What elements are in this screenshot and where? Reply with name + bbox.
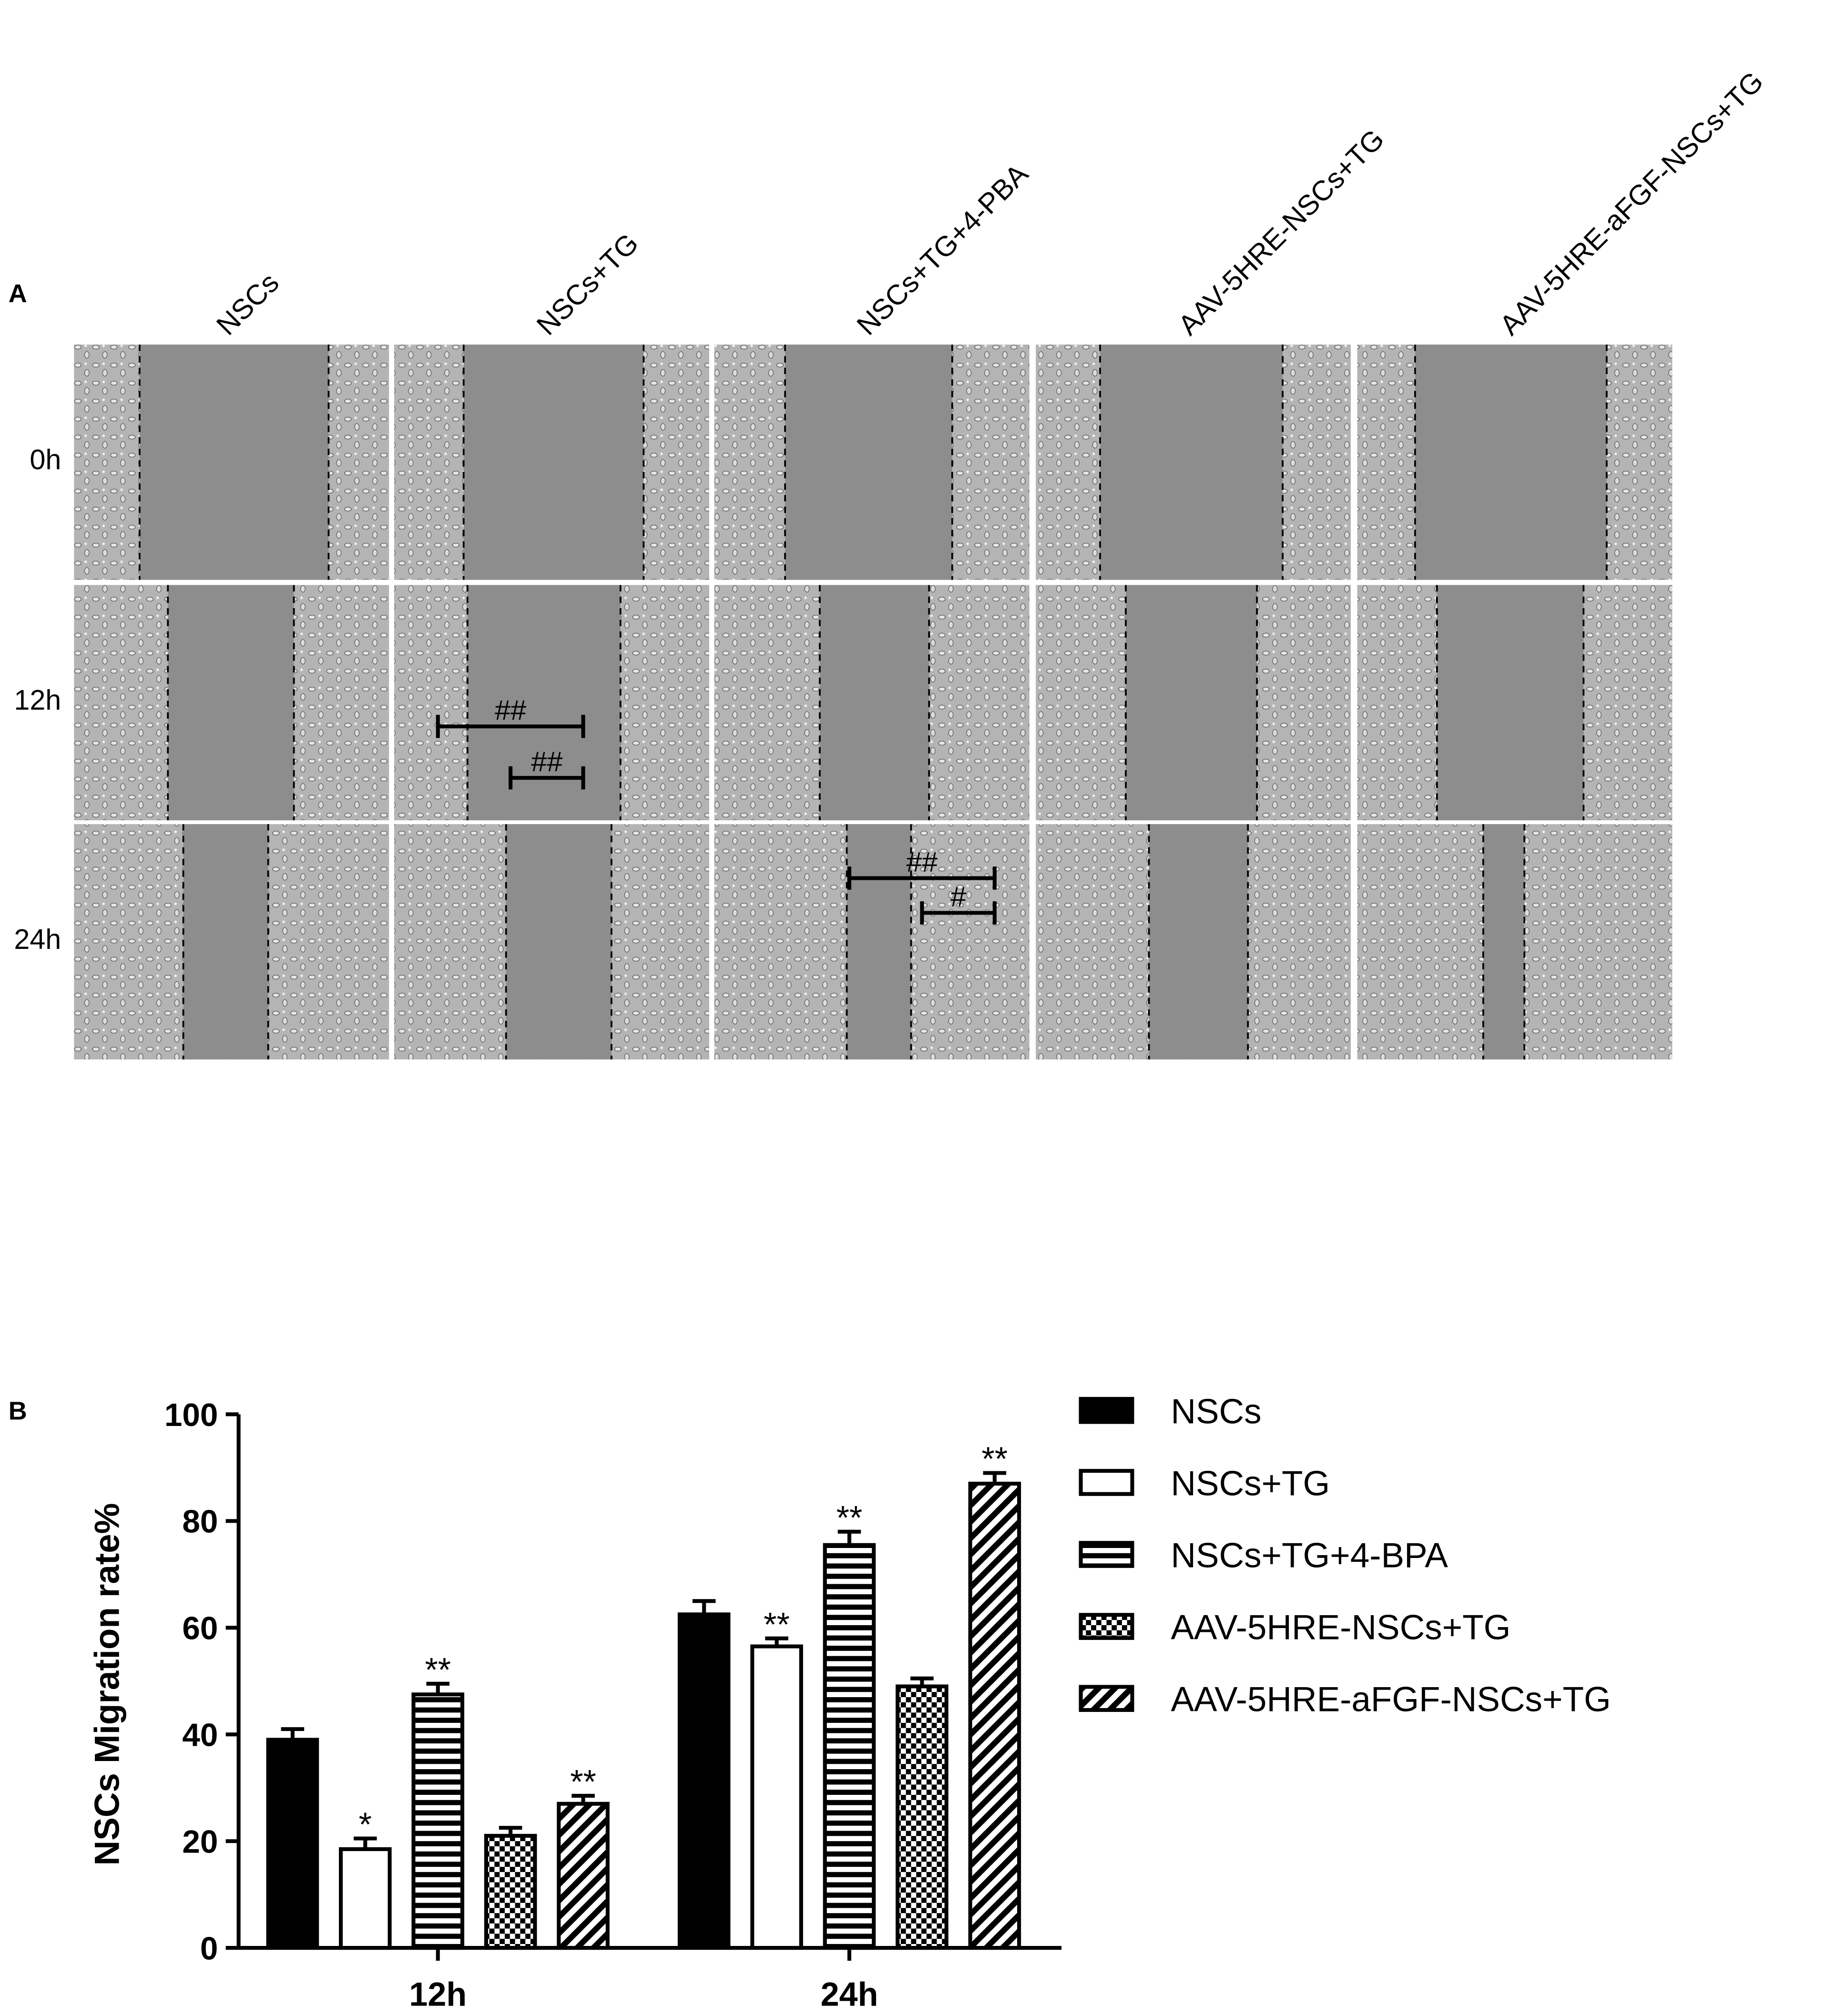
scratch-gap (785, 344, 952, 580)
legend-swatch (1079, 1469, 1134, 1496)
legend-label: AAV-5HRE-aFGF-NSCs+TG (1171, 1680, 1611, 1719)
panel-label: B (9, 1396, 27, 1425)
bracket-label: ## (906, 846, 938, 878)
column-label: NSCs (210, 266, 285, 341)
scratch-gap (846, 824, 911, 1059)
scratch-gap (1100, 344, 1283, 580)
chart: 02040608010012h*****####24h******###NSCs… (164, 694, 1611, 2013)
significance-star: ** (982, 1440, 1008, 1477)
row-label: 12h (14, 684, 61, 716)
legend-label: NSCs+TG (1171, 1464, 1330, 1503)
legend-label: NSCs (1171, 1392, 1261, 1431)
bar (968, 1481, 1021, 1950)
bracket-label: # (950, 881, 966, 913)
scratch-gap (1483, 824, 1525, 1059)
legend-label: NSCs+TG+4-BPA (1171, 1537, 1448, 1575)
bar (750, 1644, 803, 1950)
legend-swatch (1079, 1541, 1134, 1568)
bar (266, 1738, 319, 1950)
column-label: NSCs+TG (530, 227, 645, 341)
y-tick-label: 20 (182, 1824, 218, 1860)
bar (896, 1684, 948, 1950)
scratch-gap (467, 585, 621, 821)
bracket-label: ## (495, 694, 526, 726)
legend-label: AAV-5HRE-NSCs+TG (1171, 1609, 1510, 1647)
bar (557, 1802, 610, 1950)
legend-swatch (1079, 1613, 1134, 1640)
row-label: 24h (14, 923, 61, 955)
significance-star: ** (425, 1651, 451, 1688)
scratch-gap (1126, 585, 1257, 821)
scratch-gap (463, 344, 644, 580)
significance-star: ** (836, 1499, 863, 1536)
y-tick-label: 0 (200, 1931, 218, 1966)
legend-swatch (1079, 1685, 1134, 1712)
significance-star: ** (570, 1763, 596, 1801)
scratch-gap (183, 824, 268, 1059)
row-label: 0h (30, 444, 61, 476)
x-tick-label: 12h (409, 1975, 467, 2013)
scratch-gap (1437, 585, 1584, 821)
scratch-gap (506, 824, 612, 1059)
bracket-label: ## (531, 746, 562, 778)
y-axis-label: NSCs Migration rate% (88, 1503, 127, 1866)
significance-star: * (359, 1806, 372, 1843)
y-tick-label: 60 (182, 1611, 218, 1647)
column-label: AAV-5HRE-NSCs+TG (1172, 123, 1390, 341)
x-tick-label: 24h (821, 1975, 878, 2013)
significance-star: ** (764, 1606, 790, 1643)
bar (677, 1612, 731, 1950)
scratch-gap (139, 344, 329, 580)
y-tick-label: 40 (182, 1717, 218, 1753)
bar (411, 1692, 465, 1950)
scratch-gap (168, 585, 294, 821)
micrograph-grid: NSCs NSCs+TG NSCs+TG+4-PBA AAV-5HRE-NSCs+TG… (14, 65, 1769, 1059)
y-tick-label: 80 (182, 1504, 218, 1540)
legend-swatch (1079, 1397, 1134, 1424)
scratch-gap (819, 585, 929, 821)
bar (823, 1543, 876, 1950)
scratch-gap (1149, 824, 1248, 1059)
y-tick-label: 100 (164, 1397, 218, 1433)
column-label: AAV-5HRE-aFGF-NSCs+TG (1493, 65, 1769, 341)
scratch-gap (1415, 344, 1607, 580)
bar (339, 1847, 392, 1950)
bar (484, 1833, 537, 1950)
panel-label: A (9, 279, 27, 308)
column-label: NSCs+TG+4-PBA (850, 157, 1034, 341)
